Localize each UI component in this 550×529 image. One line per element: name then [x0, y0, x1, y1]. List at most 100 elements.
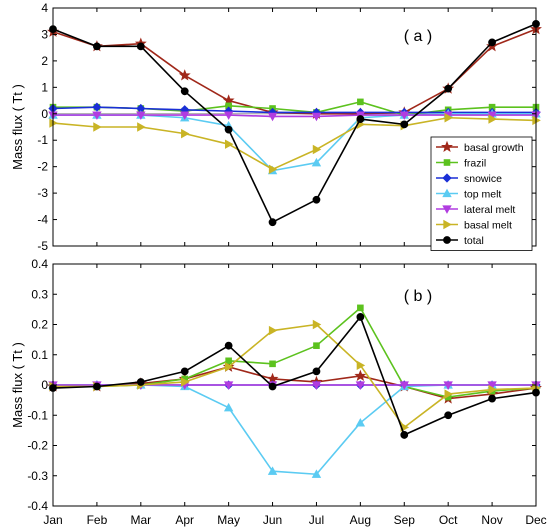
legend-entry-frazil: frazil: [464, 158, 486, 170]
point-basal-melt-jun: [268, 164, 278, 175]
point-lateral-melt-jul: [311, 112, 322, 122]
x-tick-label: Jun: [263, 513, 282, 527]
point-total-jun: [268, 382, 277, 391]
point-frazil-jun: [269, 360, 276, 368]
panel-label: ( b ): [404, 288, 432, 305]
y-tick-label: 0.4: [31, 257, 48, 271]
x-tick-label: Oct: [439, 513, 458, 527]
x-tick-label: Mar: [130, 513, 151, 527]
series-basal-growth: [47, 22, 542, 119]
point-lateral-melt-mar: [136, 111, 146, 120]
point-total-nov: [488, 394, 496, 403]
point-total-nov: [488, 38, 496, 47]
point-lateral-melt-feb: [92, 111, 102, 120]
x-tick-label: Dec: [525, 513, 546, 527]
legend: basal growth frazil snowice top melt lateral…: [430, 136, 533, 251]
series-total: [49, 313, 540, 439]
legend-marker-top-melt: [442, 188, 452, 198]
legend-entry-total: total: [464, 235, 484, 247]
series-line-lateral-melt: [53, 114, 536, 118]
series-line-total: [52, 316, 537, 436]
y-tick-label: -5: [37, 239, 48, 253]
series-total: [49, 19, 540, 227]
point-frazil-aug: [357, 304, 364, 312]
point-total-oct: [444, 411, 453, 420]
point-total-jul: [312, 195, 321, 204]
x-tick-label: Aug: [350, 513, 371, 527]
point-total-apr: [180, 87, 189, 96]
point-basal-melt-jul: [312, 319, 322, 330]
y-tick-label: 0.1: [31, 348, 48, 362]
point-frazil-nov: [488, 103, 496, 111]
y-tick-label: -2: [37, 160, 48, 174]
series-basal-growth: [47, 360, 542, 404]
point-lateral-melt-may: [223, 381, 234, 390]
series-line-basal-melt: [53, 323, 537, 429]
x-tick-label: Nov: [481, 513, 502, 527]
point-total-jul: [312, 367, 321, 376]
point-basal-melt-may: [224, 139, 234, 149]
point-total-feb: [93, 382, 101, 391]
point-lateral-melt-apr: [180, 111, 190, 120]
y-tick-label: -1: [37, 133, 48, 147]
point-total-mar: [136, 42, 145, 51]
legend-marker-lateral-melt: [442, 205, 452, 214]
point-top-melt-may: [223, 402, 234, 412]
point-total-aug: [356, 313, 365, 321]
legend-entry-lateral-melt: lateral melt: [464, 204, 515, 216]
y-tick-label: 0.3: [31, 287, 48, 301]
point-lateral-melt-nov: [487, 381, 497, 390]
point-top-melt-jul: [311, 469, 322, 478]
point-lateral-melt-sep: [399, 381, 409, 390]
panel-b: -0.4 -0.3 -0.2 -0.1 0 0.1 0.2 0.3 0.4 Jan Feb Mar Ap…: [10, 257, 547, 527]
point-basal-melt-may: [224, 362, 234, 372]
series-basal-melt: [49, 319, 541, 433]
y-tick-label: -3: [37, 186, 48, 200]
point-lateral-melt-may: [223, 111, 234, 120]
series-line-snowice: [52, 106, 536, 114]
legend-entry-basal-melt: basal melt: [464, 220, 512, 232]
point-lateral-melt-oct: [443, 381, 453, 390]
point-total-feb: [93, 42, 101, 51]
y-tick-label: 0: [41, 107, 48, 121]
x-tick-label: Apr: [175, 513, 194, 527]
legend-marker-basal-growth: [441, 140, 453, 153]
point-total-mar: [136, 378, 145, 386]
y-axis-label: Mass flux ( Tt ): [10, 342, 25, 428]
point-top-melt-jul: [311, 157, 322, 167]
x-tick-label: Jan: [43, 513, 62, 527]
axes-box: [52, 7, 537, 247]
point-frazil-oct: [444, 393, 452, 401]
panel-label: ( a ): [404, 28, 432, 45]
y-tick-label: -4: [37, 213, 48, 227]
y-tick-label: 2: [41, 54, 48, 68]
x-tick-label: Sep: [394, 513, 416, 527]
legend-entry-top-melt: top melt: [464, 189, 501, 201]
y-tick-label: -0.2: [27, 439, 48, 453]
point-total-oct: [444, 84, 453, 93]
x-tick-label: Feb: [87, 513, 108, 527]
point-lateral-melt-jul: [311, 381, 322, 390]
legend-marker-snowice: [442, 173, 452, 183]
legend-marker-basal-melt: [443, 219, 452, 230]
point-basal-melt-apr: [181, 377, 190, 387]
point-lateral-melt-sep: [399, 111, 409, 120]
point-basal-melt-feb: [93, 122, 102, 132]
point-basal-melt-jun: [268, 325, 278, 336]
point-basal-melt-oct: [444, 389, 453, 399]
point-basal-melt-nov: [488, 114, 497, 124]
legend-marker-total: [443, 236, 451, 244]
point-frazil-apr: [181, 375, 189, 383]
y-tick-label: 4: [41, 1, 48, 15]
y-tick-label: -0.4: [27, 499, 48, 513]
point-basal-melt-jul: [312, 144, 322, 155]
y-tick-label: -0.1: [27, 408, 48, 422]
point-frazil-aug: [357, 98, 364, 106]
point-top-melt-aug: [355, 417, 366, 427]
point-total-sep: [400, 120, 409, 129]
point-total-jun: [268, 218, 277, 227]
point-lateral-melt-aug: [355, 381, 366, 390]
point-lateral-melt-jun: [267, 112, 278, 122]
series-line-basal-melt: [52, 116, 537, 171]
